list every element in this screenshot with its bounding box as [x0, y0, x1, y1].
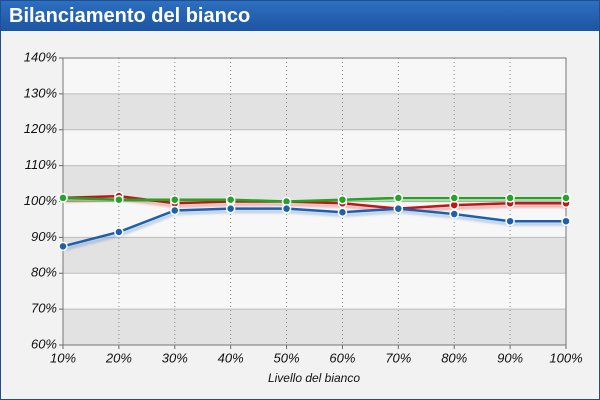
data-point [337, 207, 348, 218]
data-point [561, 216, 571, 226]
data-point [58, 241, 68, 252]
data-point [505, 216, 515, 226]
data-point [170, 194, 180, 205]
data-point [337, 194, 348, 205]
x-tick-label: 10% [50, 350, 76, 365]
x-tick-label: 80% [441, 350, 467, 365]
x-tick-label: 70% [385, 350, 411, 365]
data-point [225, 203, 236, 214]
data-point [393, 203, 404, 214]
data-point [114, 194, 124, 205]
data-point [281, 203, 292, 214]
chart-title: Bilanciamento del bianco [1, 1, 599, 31]
data-point [58, 193, 68, 203]
y-tick-label: 60% [31, 336, 57, 351]
y-tick-label: 130% [24, 85, 57, 100]
data-point [505, 193, 515, 203]
grid-band [63, 93, 566, 130]
grid-band [63, 237, 566, 274]
x-tick-label: 90% [497, 350, 523, 365]
y-tick-label: 120% [24, 121, 57, 136]
series-line [62, 196, 566, 203]
data-point [449, 193, 459, 203]
data-point [225, 194, 236, 205]
x-tick-label: 40% [218, 350, 244, 365]
data-point [393, 193, 404, 203]
x-tick-label: 60% [329, 350, 355, 365]
x-tick-label: 50% [274, 350, 300, 365]
x-axis-title: Livello del bianco [268, 371, 360, 385]
x-tick-label: 30% [162, 350, 188, 365]
y-tick-label: 140% [24, 49, 57, 64]
y-tick-label: 70% [31, 301, 57, 316]
series-line [62, 207, 566, 248]
y-tick-label: 100% [24, 193, 57, 208]
y-tick-label: 80% [31, 265, 57, 280]
grid-band [63, 165, 566, 202]
data-point [114, 227, 124, 237]
grid-band [63, 309, 566, 345]
y-tick-label: 110% [25, 157, 57, 172]
x-tick-label: 100% [549, 350, 582, 365]
data-point [449, 209, 459, 219]
data-point [170, 205, 180, 216]
y-tick-label: 90% [31, 229, 57, 244]
data-point [561, 193, 571, 203]
x-tick-label: 20% [105, 350, 132, 365]
